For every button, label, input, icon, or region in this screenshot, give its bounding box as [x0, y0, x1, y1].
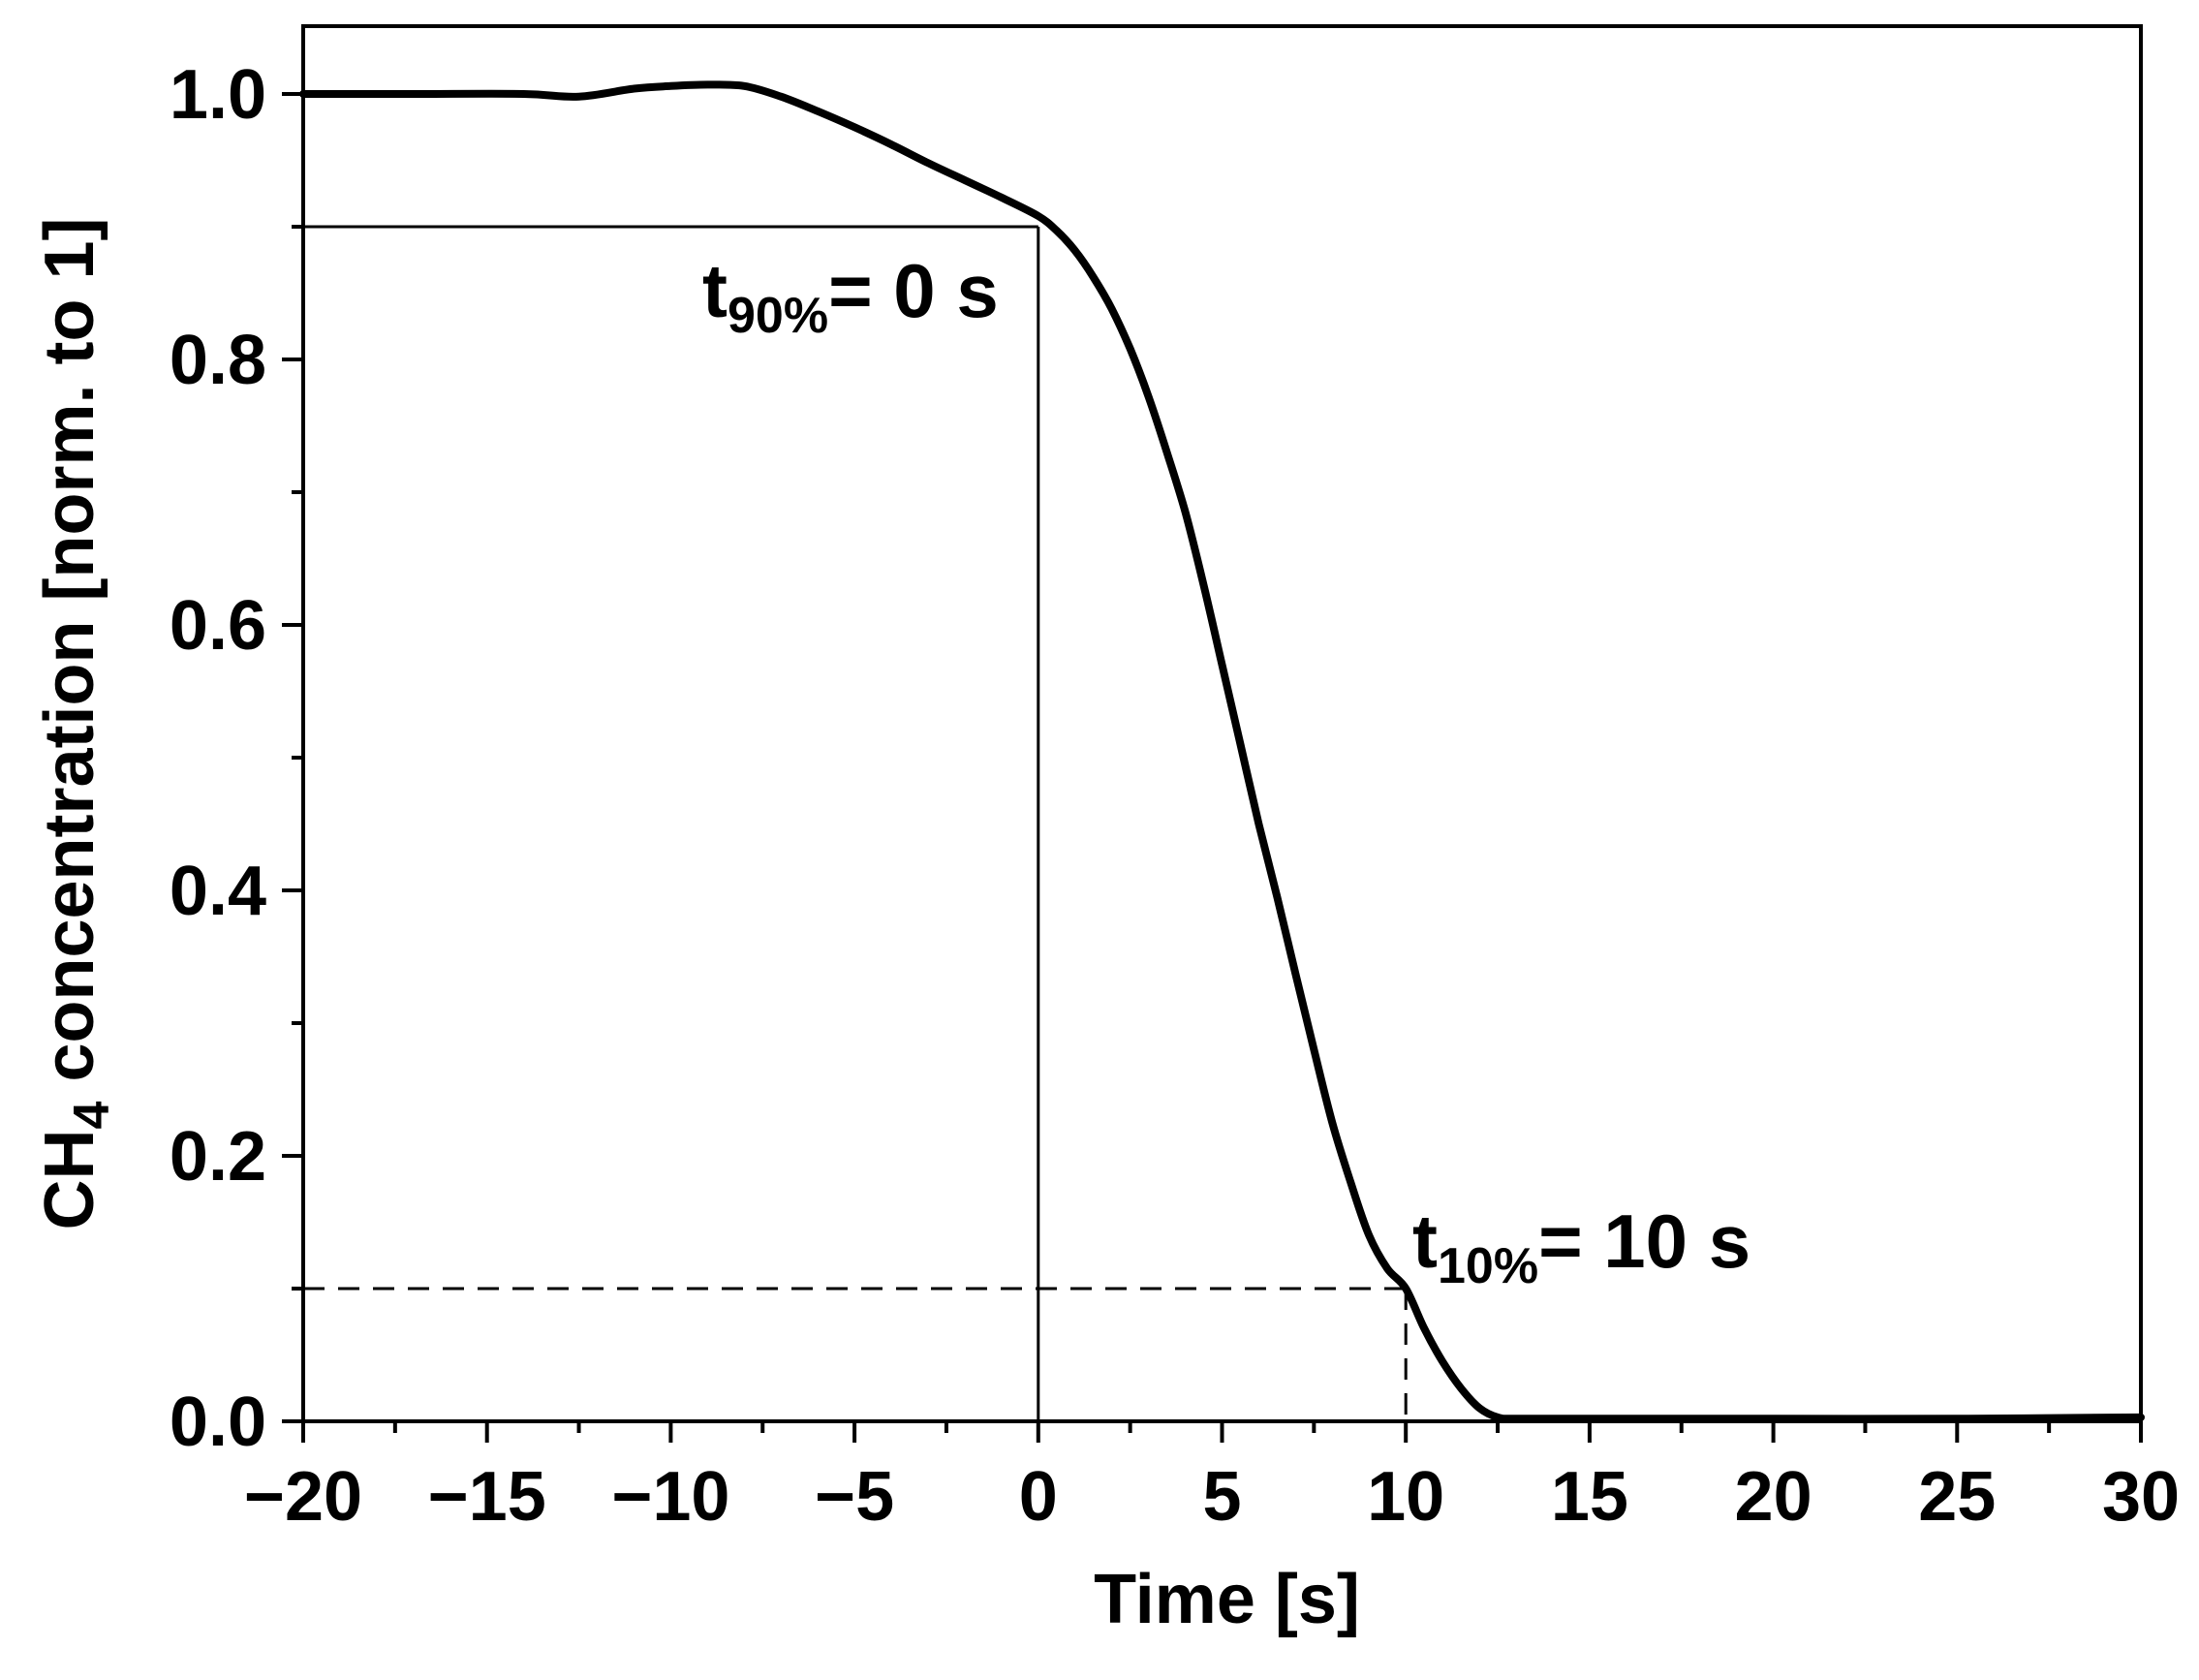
x-tick-label: 25 [1918, 1458, 1996, 1536]
reference-lines [303, 225, 1408, 1421]
x-axis-title: Time [s] [1094, 1561, 1360, 1638]
x-tick-label: 0 [1019, 1458, 1058, 1536]
annotation-t10-main: t [1412, 1198, 1438, 1284]
annotation-t90-subscript: 90% [728, 288, 828, 344]
x-tick-label: −20 [244, 1458, 362, 1536]
y-tick-label: 0.8 [170, 322, 266, 399]
y-axis-title-rest: concentration [norm. to 1] [31, 218, 108, 1102]
y-axis-title-subscript: 4 [64, 1101, 120, 1129]
x-tick-label: −5 [815, 1458, 894, 1536]
y-axis-ticks: 0.0 0.2 0.4 0.6 0.8 1.0 [170, 56, 303, 1461]
series-layer [299, 80, 2145, 1423]
series-line-0 [299, 80, 2145, 1423]
annotation-t10-rest: = 10 s [1538, 1198, 1750, 1284]
x-tick-label: 15 [1551, 1458, 1628, 1536]
x-tick-label: 30 [2102, 1458, 2180, 1536]
x-tick-label: −15 [428, 1458, 546, 1536]
x-tick-label: 20 [1735, 1458, 1812, 1536]
annotation-t90-main: t [702, 248, 728, 333]
annotation-t10-subscript: 10% [1438, 1238, 1538, 1294]
x-tick-label: 10 [1367, 1458, 1444, 1536]
annotation-t90-rest: = 0 s [828, 248, 999, 333]
y-tick-label: 0.0 [170, 1384, 266, 1461]
plot-area-frame [301, 24, 2143, 1423]
y-axis-title: CH4 concentration [norm. to 1] [31, 218, 120, 1230]
y-tick-label: 1.0 [170, 56, 266, 134]
y-tick-label: 0.4 [170, 853, 266, 930]
x-tick-label: 5 [1202, 1458, 1241, 1536]
y-tick-label: 0.2 [170, 1118, 266, 1196]
x-axis-ticks: −20 −15 −10 −5 0 5 10 15 20 25 30 [244, 1421, 2180, 1536]
annotation-t90: t90%= 0 s [702, 248, 999, 344]
x-tick-label: −10 [611, 1458, 729, 1536]
y-tick-label: 0.6 [170, 587, 266, 665]
y-axis-title-main: CH [31, 1129, 108, 1229]
annotation-t10: t10%= 10 s [1412, 1198, 1750, 1294]
